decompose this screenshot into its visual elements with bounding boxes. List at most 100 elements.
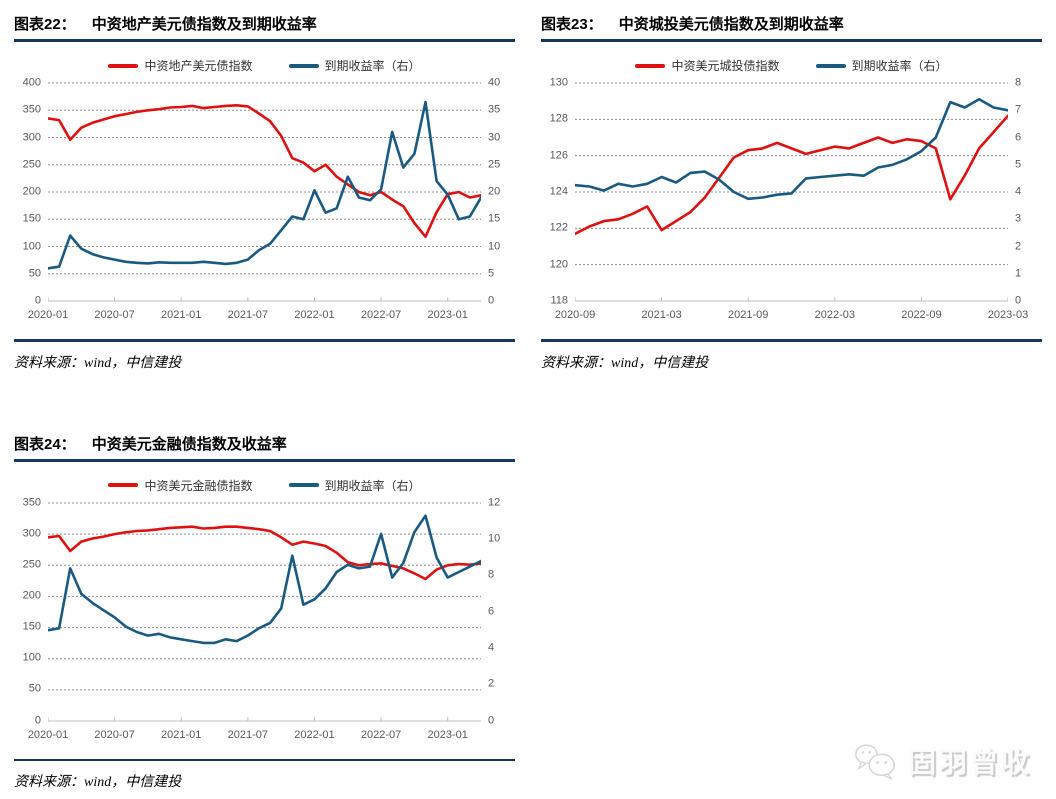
left-y-axis: 0 50 100 150 200 250 300 350 400 bbox=[14, 77, 48, 306]
legend-item-yield: 到期收益率（右） bbox=[815, 57, 948, 74]
x-axis-tick-label: 2022-01 bbox=[294, 309, 335, 321]
title-divider-rule bbox=[14, 39, 515, 42]
x-axis-tick-label: 2021-03 bbox=[641, 309, 682, 321]
source-note: 资料来源：wind，中信建投 bbox=[541, 355, 709, 371]
charts-grid: 图表22： 中资地产美元债指数及到期收益率 中资地产美元债指数 到期收益率（右）… bbox=[14, 10, 1042, 791]
figure-number-label: 图表22： bbox=[14, 16, 76, 33]
series-line-yield_blue bbox=[48, 513, 481, 644]
x-axis: 2020-01 2020-07 2021-01 2021-07 2022-01 2022-… bbox=[28, 307, 481, 327]
chart-panel-24: 图表24： 中资美元金融债指数及收益率 中资美元金融债指数 到期收益率（右） 0… bbox=[14, 430, 515, 792]
legend-label-index: 中资美元城投债指数 bbox=[671, 59, 780, 73]
left-axis-tick-label: 250 bbox=[22, 158, 41, 171]
right-axis-tick-label: 30 bbox=[488, 131, 501, 143]
wechat-icon bbox=[855, 744, 895, 780]
right-axis-tick-label: 40 bbox=[488, 76, 501, 89]
source-note: 资料来源：wind，中信建投 bbox=[14, 355, 182, 371]
x-axis: 2020-01 2020-07 2021-01 2021-07 2022-01 2022-… bbox=[28, 727, 481, 747]
right-axis-tick-label: 10 bbox=[488, 240, 501, 252]
watermark: 固羽曾收 bbox=[853, 741, 1032, 781]
left-axis-tick-label: 100 bbox=[22, 651, 41, 664]
x-axis-tick-label: 2020-01 bbox=[27, 309, 69, 321]
x-axis-tick-label: 2021-01 bbox=[161, 728, 202, 741]
right-axis-tick-label: 25 bbox=[488, 158, 501, 171]
legend-item-yield: 到期收益率（右） bbox=[288, 477, 421, 494]
title-divider-rule bbox=[14, 458, 515, 462]
left-axis-tick-label: 130 bbox=[549, 76, 568, 89]
left-axis-tick-label: 200 bbox=[22, 185, 41, 198]
bottom-divider-rule bbox=[14, 339, 515, 342]
legend-label-index: 中资美元金融债指数 bbox=[144, 478, 253, 493]
legend-label-yield: 到期收益率（右） bbox=[851, 59, 948, 73]
right-axis-tick-label: 20 bbox=[488, 185, 501, 198]
left-axis-tick-label: 120 bbox=[549, 258, 568, 271]
left-axis-tick-label: 0 bbox=[34, 714, 41, 726]
right-axis-tick-label: 2 bbox=[488, 677, 495, 690]
right-axis-tick-label: 35 bbox=[488, 103, 501, 116]
right-axis-tick-label: 2 bbox=[1015, 240, 1022, 252]
series-line-index_red bbox=[48, 103, 481, 238]
line-chart-canvas bbox=[48, 82, 481, 302]
right-axis-tick-label: 4 bbox=[1015, 185, 1022, 198]
x-axis-tick-label: 2020-01 bbox=[27, 728, 69, 741]
x-axis-tick-label: 2020-09 bbox=[554, 309, 596, 321]
left-axis-tick-label: 128 bbox=[549, 112, 568, 125]
x-axis-tick-label: 2023-01 bbox=[427, 309, 468, 321]
chart-legend: 中资地产美元债指数 到期收益率（右） bbox=[14, 57, 515, 74]
blue-line-swatch-icon bbox=[288, 63, 319, 68]
chart-title: 中资美元金融债指数及收益率 bbox=[91, 435, 287, 453]
chart-legend: 中资美元城投债指数 到期收益率（右） bbox=[541, 57, 1042, 74]
title-divider-rule bbox=[541, 39, 1042, 42]
right-axis-tick-label: 6 bbox=[488, 605, 495, 617]
right-axis-tick-label: 10 bbox=[488, 532, 501, 545]
x-axis-tick-label: 2020-07 bbox=[94, 309, 135, 321]
series-line-yield_blue bbox=[48, 100, 481, 270]
left-axis-tick-label: 126 bbox=[549, 149, 568, 162]
x-axis-tick-label: 2023-03 bbox=[987, 309, 1029, 321]
left-axis-tick-label: 350 bbox=[22, 103, 41, 116]
line-chart-canvas bbox=[575, 82, 1008, 302]
left-axis-tick-label: 300 bbox=[22, 131, 41, 143]
plot-area: 118 120 122 124 126 128 130 0 1 2 3 4 5 6 7 8 bbox=[541, 76, 1042, 306]
left-axis-tick-label: 250 bbox=[22, 558, 41, 571]
left-axis-tick-label: 150 bbox=[22, 620, 41, 633]
legend-label-yield: 到期收益率（右） bbox=[324, 478, 421, 493]
right-axis-tick-label: 7 bbox=[1015, 103, 1022, 116]
right-axis-tick-label: 6 bbox=[1015, 131, 1022, 143]
right-y-axis: 0 5 10 15 20 25 30 35 40 bbox=[481, 76, 515, 306]
right-axis-tick-label: 8 bbox=[488, 568, 495, 581]
x-axis-tick-label: 2023-01 bbox=[427, 728, 468, 741]
right-axis-tick-label: 1 bbox=[1015, 267, 1022, 280]
x-axis-tick-label: 2021-09 bbox=[728, 309, 769, 321]
right-axis-tick-label: 0 bbox=[488, 714, 495, 726]
series-line-index_red bbox=[575, 114, 1008, 236]
legend-label-index: 中资地产美元债指数 bbox=[144, 59, 253, 73]
watermark-text: 固羽曾收 bbox=[907, 747, 1032, 778]
left-axis-tick-label: 150 bbox=[22, 212, 41, 225]
x-axis-tick-label: 2021-01 bbox=[161, 309, 202, 321]
legend-item-index: 中资地产美元债指数 bbox=[108, 57, 253, 74]
chart-header: 图表23： 中资城投美元债指数及到期收益率 bbox=[541, 10, 1042, 39]
x-axis-tick-label: 2021-07 bbox=[227, 309, 269, 321]
chart-title: 中资城投美元债指数及到期收益率 bbox=[618, 16, 844, 33]
x-axis-tick-label: 2020-07 bbox=[94, 728, 135, 741]
chart-header: 图表24： 中资美元金融债指数及收益率 bbox=[14, 430, 515, 459]
figure-number-label: 图表24： bbox=[14, 435, 76, 453]
chart-title: 中资地产美元债指数及到期收益率 bbox=[91, 16, 317, 33]
legend-item-index: 中资美元金融债指数 bbox=[108, 477, 253, 494]
right-axis-tick-label: 4 bbox=[488, 641, 495, 654]
x-axis-tick-label: 2022-09 bbox=[901, 309, 942, 321]
plot-area: 0 50 100 150 200 250 300 350 400 0 5 10 15 20 25 30 35 4… bbox=[14, 76, 515, 306]
left-axis-tick-label: 50 bbox=[28, 267, 41, 280]
blue-line-swatch-icon bbox=[815, 63, 846, 68]
chart-panel-23: 图表23： 中资城投美元债指数及到期收益率 中资美元城投债指数 到期收益率（右）… bbox=[541, 10, 1042, 372]
right-axis-tick-label: 5 bbox=[488, 267, 495, 280]
x-axis: 2020-09 2021-03 2021-09 2022-03 2022-09 2023-… bbox=[555, 307, 1028, 327]
right-axis-tick-label: 3 bbox=[1015, 212, 1022, 225]
bottom-divider-rule bbox=[541, 339, 1042, 342]
left-axis-tick-label: 118 bbox=[550, 294, 568, 307]
left-y-axis: 118 120 122 124 126 128 130 bbox=[541, 76, 575, 306]
left-axis-tick-label: 200 bbox=[22, 589, 41, 602]
bottom-divider-rule bbox=[14, 758, 515, 761]
left-axis-tick-label: 50 bbox=[28, 682, 41, 695]
